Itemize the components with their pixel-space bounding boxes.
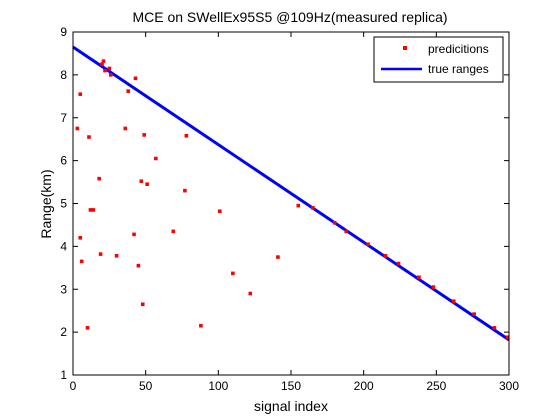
prediction-point-13 (107, 66, 112, 71)
prediction-point-0 (75, 126, 80, 131)
prediction-point-28 (184, 133, 189, 138)
legend-label-true-ranges: true ranges (428, 62, 489, 76)
prediction-point-43 (451, 299, 456, 304)
prediction-point-20 (136, 263, 141, 268)
y-tick-label-6: 7 (60, 111, 67, 125)
legend-marker-dot (403, 46, 407, 50)
y-tick-label-8: 9 (60, 25, 67, 39)
x-tick-label-5: 250 (426, 379, 446, 393)
prediction-point-39 (383, 254, 388, 258)
prediction-point-31 (231, 271, 235, 276)
prediction-point-10 (100, 62, 104, 66)
data-layer (72, 45, 510, 342)
prediction-point-1 (78, 236, 83, 240)
legend-box (373, 36, 504, 83)
prediction-point-12 (103, 68, 107, 73)
prediction-point-38 (366, 242, 370, 247)
prediction-point-40 (396, 261, 401, 266)
y-tick-label-2: 3 (60, 282, 67, 296)
legend-label-predictions: predicitions (428, 42, 489, 56)
prediction-point-23 (142, 133, 147, 137)
prediction-point-27 (183, 188, 187, 193)
y-tick-label-1: 2 (60, 325, 67, 339)
y-axis-title: Range(km) (38, 169, 54, 238)
prediction-point-4 (85, 326, 90, 330)
y-tick-label-7: 8 (60, 68, 67, 82)
prediction-point-3 (79, 259, 84, 264)
tick-layer: 0 50 100 150 200 250 300 1 2 3 4 5 6 7 8 9 (60, 25, 519, 393)
y-tick-label-3: 4 (60, 239, 67, 253)
prediction-point-46 (505, 335, 510, 340)
prediction-point-32 (248, 291, 253, 296)
prediction-point-11 (101, 59, 106, 63)
prediction-point-45 (492, 326, 497, 330)
x-tick-label-0: 0 (70, 379, 77, 393)
prediction-point-9 (98, 252, 103, 256)
prediction-point-33 (276, 255, 280, 259)
plot-area (73, 32, 509, 375)
prediction-point-2 (78, 92, 83, 96)
prediction-point-37 (344, 229, 349, 234)
prediction-point-18 (132, 232, 136, 237)
x-tick-label-4: 200 (354, 379, 374, 393)
prediction-point-7 (91, 208, 96, 212)
prediction-point-25 (154, 156, 158, 161)
prediction-point-26 (171, 229, 176, 234)
x-tick-label-3: 150 (281, 379, 301, 393)
x-axis-title: signal index (254, 398, 328, 414)
prediction-point-6 (88, 208, 93, 212)
prediction-point-29 (199, 323, 203, 328)
y-tick-label-0: 1 (60, 368, 67, 382)
prediction-point-8 (97, 176, 101, 181)
prediction-point-41 (417, 275, 421, 280)
prediction-point-44 (472, 312, 476, 316)
prediction-point-15 (114, 254, 119, 258)
prediction-point-14 (108, 73, 113, 77)
prediction-point-5 (87, 135, 91, 139)
chart-title: MCE on SWellEx95S5 @109Hz(measured repli… (132, 9, 447, 25)
x-tick-label-6: 300 (499, 379, 519, 393)
prediction-point-30 (217, 209, 222, 214)
legend-marker-predictions (403, 46, 407, 50)
prediction-point-19 (133, 76, 138, 81)
true-ranges-line (72, 45, 510, 342)
prediction-point-16 (123, 126, 128, 131)
y-tick-label-5: 6 (60, 154, 67, 168)
legend: predicitions true ranges (373, 36, 504, 83)
prediction-point-21 (139, 179, 144, 184)
prediction-point-35 (311, 205, 315, 210)
prediction-point-17 (126, 89, 131, 93)
y-tick-label-4: 5 (60, 197, 67, 211)
prediction-point-24 (145, 182, 149, 187)
prediction-point-42 (431, 285, 436, 289)
prediction-point-36 (332, 220, 337, 225)
prediction-point-22 (140, 302, 145, 307)
x-tick-label-2: 100 (208, 379, 228, 393)
x-tick-label-1: 50 (139, 379, 153, 393)
prediction-point-34 (296, 203, 301, 208)
